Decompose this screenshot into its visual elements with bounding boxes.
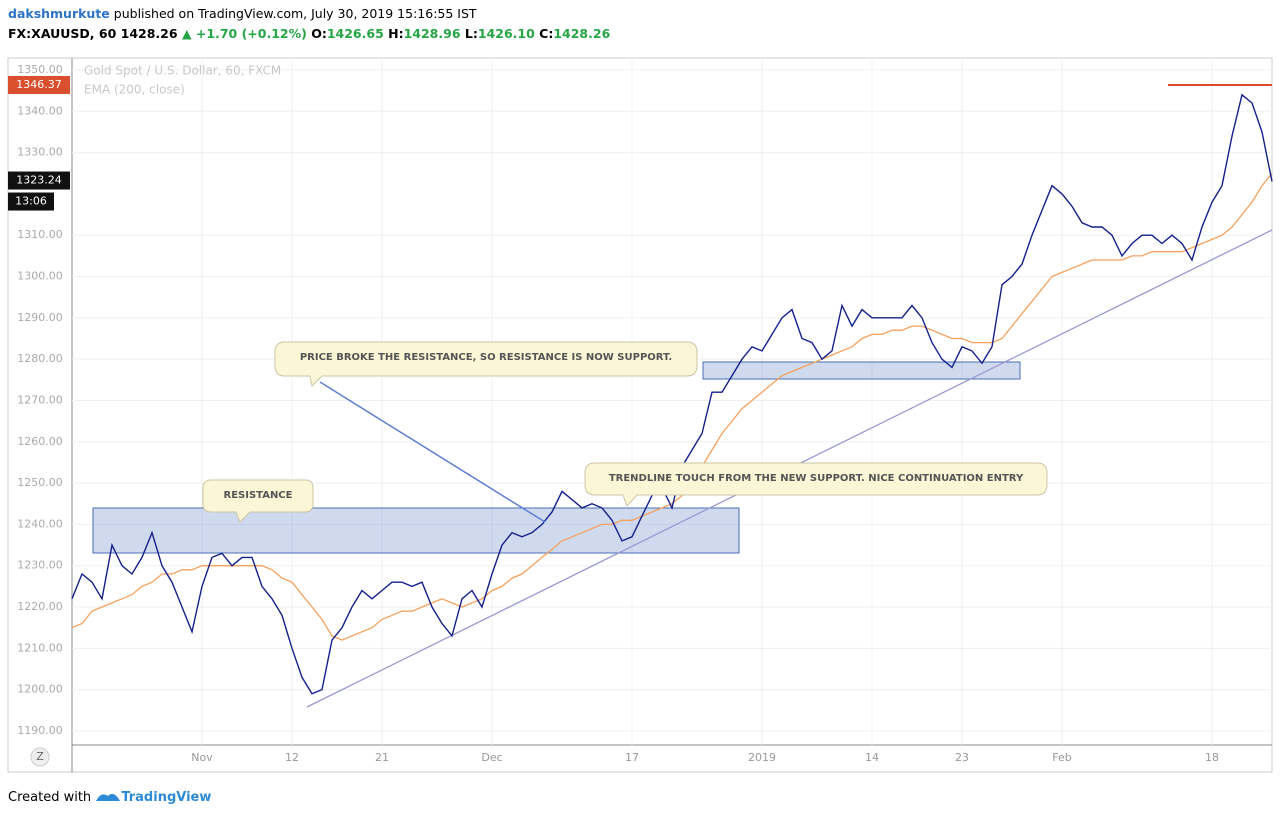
series-group <box>71 93 1273 695</box>
y-tick-label: 1270.00 <box>17 393 63 406</box>
y-tick-label: 1310.00 <box>17 228 63 241</box>
zoom-button-label[interactable]: Z <box>36 750 44 763</box>
y-tick-label: 1340.00 <box>17 104 63 117</box>
ohlc-value: 1428.96 <box>403 26 461 41</box>
callout-text: RESISTANCE <box>224 490 293 501</box>
x-tick-label: 21 <box>375 751 389 764</box>
y-tick-label: 1220.00 <box>17 600 63 613</box>
price: 1428.26 <box>120 26 178 41</box>
x-tick-label: 14 <box>865 751 879 764</box>
x-tick-label: Feb <box>1052 751 1071 764</box>
ohlc-label: O: <box>311 26 327 41</box>
countdown: 13:06 <box>15 195 47 208</box>
change: ▲ +1.70 (+0.12%) <box>181 26 307 41</box>
footer: Created with TradingView <box>8 787 211 805</box>
y-tick-label: 1210.00 <box>17 641 63 654</box>
legend-entry: Gold Spot / U.S. Dollar, 60, FXCM <box>84 64 281 78</box>
y-tick-label: 1250.00 <box>17 476 63 489</box>
x-tick-label: 23 <box>955 751 969 764</box>
ohlc-value: 1426.10 <box>477 26 535 41</box>
last-price-label: 1323.24 <box>16 174 62 187</box>
callout-text: PRICE BROKE THE RESISTANCE, SO RESISTANC… <box>300 352 672 363</box>
x-tick-label: 2019 <box>748 751 776 764</box>
arrow <box>319 381 546 523</box>
price-label: 1346.37 <box>16 78 62 91</box>
x-tick-label: Nov <box>191 751 213 764</box>
zone <box>92 507 740 554</box>
header-line: dakshmurkute published on TradingView.co… <box>8 6 477 21</box>
ohlc-label: L: <box>464 26 478 41</box>
logo <box>96 793 121 801</box>
overlay: 1346.37 1323.24 13:06 <box>8 75 1272 211</box>
x-tick-label: 12 <box>285 751 299 764</box>
y-tick-label: 1330.00 <box>17 146 63 159</box>
y-tick-label: 1260.00 <box>17 435 63 448</box>
ohlc-value: 1426.65 <box>326 26 384 41</box>
callout <box>202 479 314 523</box>
callout <box>584 462 1048 507</box>
zone <box>702 361 1021 380</box>
ohlc-label: H: <box>388 26 404 41</box>
brand[interactable]: TradingView <box>121 790 212 805</box>
countdown-bg <box>8 192 54 211</box>
x-tick-label: Dec <box>481 751 502 764</box>
series-line <box>71 172 1273 641</box>
y-tick-label: 1350.00 <box>17 63 63 76</box>
header-quote: FX:XAUUSD, 60 1428.26 ▲ +1.70 (+0.12%) O… <box>8 26 610 41</box>
chart-frame <box>7 57 1273 773</box>
y-tick-label: 1240.00 <box>17 517 63 530</box>
callout-text: TRENDLINE TOUCH FROM THE NEW SUPPORT. NI… <box>609 473 1024 484</box>
legend-entry: EMA (200, close) <box>84 83 185 97</box>
x-tick-label: 17 <box>625 751 639 764</box>
ohlc-value: 1428.26 <box>553 26 611 41</box>
series-line <box>71 93 1273 695</box>
ohlc-label: C: <box>539 26 554 41</box>
author[interactable]: dakshmurkute <box>8 6 110 21</box>
callout <box>274 341 698 388</box>
published: published on TradingView.com, July 30, 2… <box>113 6 477 21</box>
grid <box>72 58 1272 745</box>
footer-text: Created with <box>8 790 92 805</box>
chart: RESISTANCE PRICE BROKE THE RESISTANCE, S… <box>7 57 1273 773</box>
y-tick-label: 1280.00 <box>17 352 63 365</box>
y-tick-label: 1230.00 <box>17 559 63 572</box>
y-tick-label: 1290.00 <box>17 311 63 324</box>
y-tick-label: 1300.00 <box>17 270 63 283</box>
last-price-bg <box>8 171 70 190</box>
x-tick-label: 18 <box>1205 751 1219 764</box>
y-tick-label: 1200.00 <box>17 683 63 696</box>
symbol: FX:XAUUSD, 60 <box>8 26 117 41</box>
zoom-button[interactable] <box>30 747 50 767</box>
y-tick-label: 1190.00 <box>17 724 63 737</box>
logo-shape <box>96 793 121 801</box>
price-label-bg <box>8 75 70 94</box>
